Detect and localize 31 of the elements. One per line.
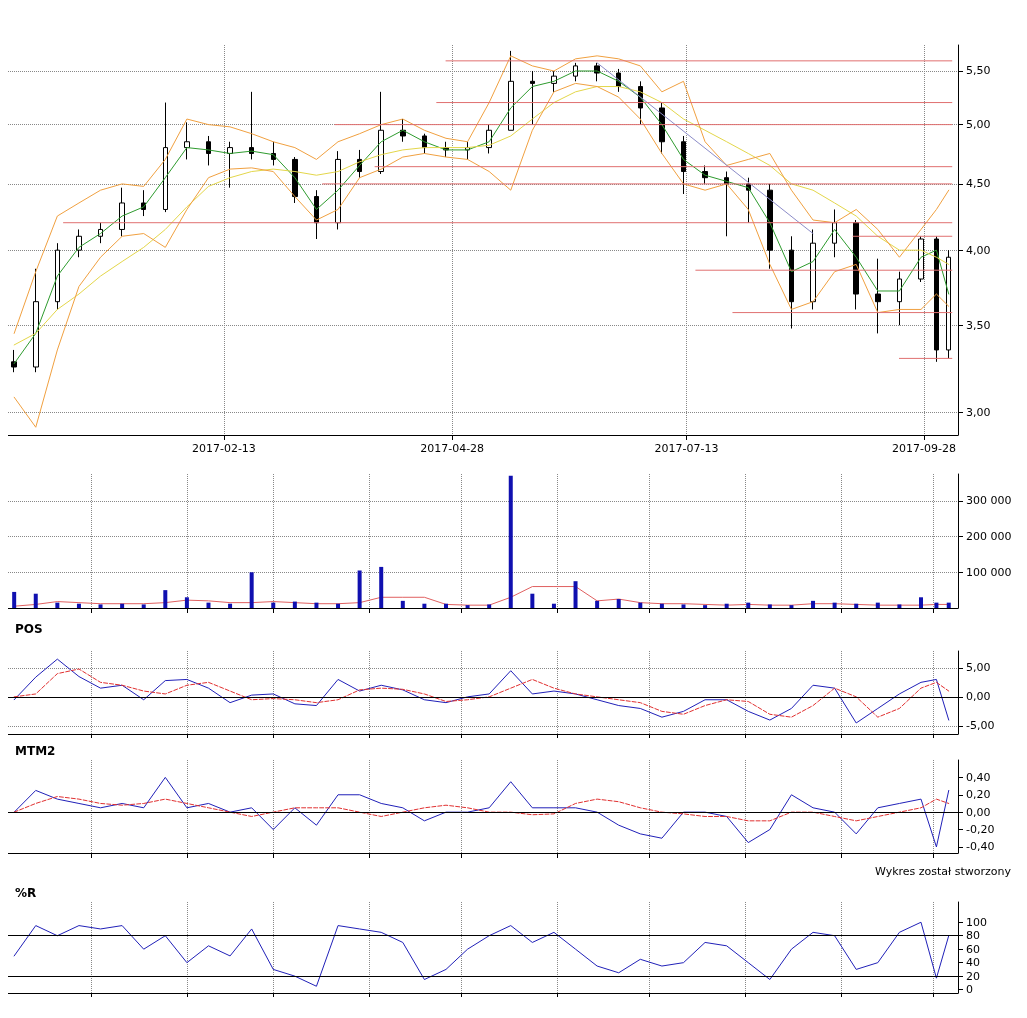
y-tick-label: 4,50 xyxy=(966,177,991,191)
y-tick-label: 3,50 xyxy=(966,318,991,332)
chart-title: POS xyxy=(15,622,43,636)
y-tick-label: 0,00 xyxy=(966,805,991,819)
y-tick-label: 300 000 xyxy=(966,494,1012,508)
y-tick-label: -0,40 xyxy=(966,840,995,854)
y-tick-label: 20 xyxy=(966,969,980,983)
y-tick-label: 100 000 xyxy=(966,565,1012,579)
y-tick-label: 0 xyxy=(966,983,973,997)
chart-title: %R xyxy=(15,886,37,900)
x-tick-label: 2017-04-28 xyxy=(420,442,485,455)
y-tick-label: 200 000 xyxy=(966,530,1012,544)
x-tick-label: 2017-02-13 xyxy=(191,442,256,455)
y-tick-label: -0,20 xyxy=(966,823,995,837)
y-tick-label: 0,20 xyxy=(966,788,991,802)
y-tick-label: 3,00 xyxy=(966,405,991,419)
y-tick-label: 5,00 xyxy=(966,661,991,675)
y-tick-label: 5,00 xyxy=(966,118,991,132)
y-tick-label: 40 xyxy=(966,956,980,970)
chart-title: MTM2 xyxy=(15,744,56,758)
y-tick-label: -5,00 xyxy=(966,719,995,733)
y-tick-label: 80 xyxy=(966,929,980,943)
text: Wykres został stworzony xyxy=(874,865,1012,878)
y-tick-label: 5,50 xyxy=(966,64,991,78)
y-tick-label: 60 xyxy=(966,942,980,956)
x-tick-label: 2017-07-13 xyxy=(654,442,719,455)
y-tick-label: 0,40 xyxy=(966,770,991,784)
y-tick-label: 4,00 xyxy=(966,243,991,257)
y-tick-label: 100 xyxy=(966,915,987,929)
y-tick-label: 0,00 xyxy=(966,690,991,704)
x-tick-label: 2017-09-28 xyxy=(892,442,957,455)
